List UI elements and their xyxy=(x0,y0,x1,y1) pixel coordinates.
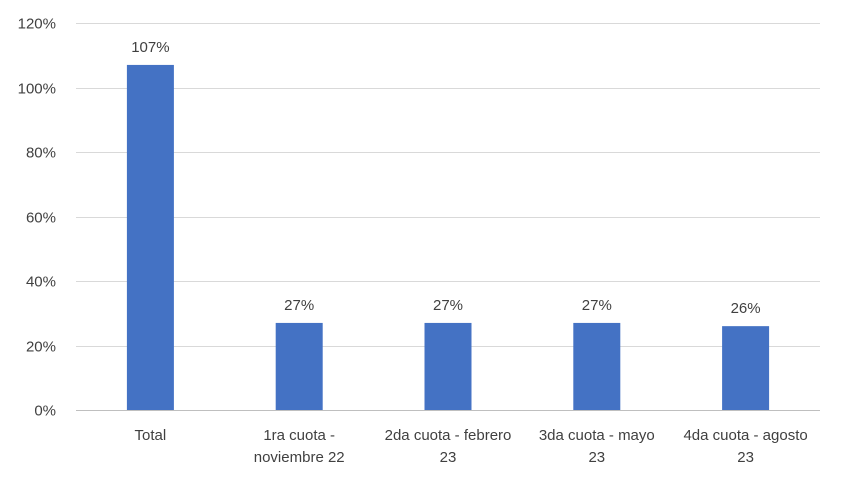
gridlines xyxy=(76,23,820,411)
bar xyxy=(722,326,770,410)
data-label: 27% xyxy=(433,297,463,314)
category-label: 23 xyxy=(440,449,457,466)
category-label: 23 xyxy=(737,449,754,466)
x-axis-category-labels: Total 1ra cuota - noviembre 22 2da cuota - … xyxy=(135,427,808,466)
bar xyxy=(573,322,621,410)
category-label: 4da cuota - agosto xyxy=(683,427,807,444)
y-tick-label: 60% xyxy=(26,210,56,227)
y-tick-label: 80% xyxy=(26,145,56,162)
category-label: 2da cuota - febrero xyxy=(385,427,512,444)
category-label: 3da cuota - mayo xyxy=(539,427,655,444)
data-labels: 107% 27% 27% 27% 26% xyxy=(131,39,760,317)
category-label: 23 xyxy=(588,449,605,466)
bar xyxy=(424,322,472,410)
y-tick-label: 120% xyxy=(18,16,56,33)
y-tick-label: 40% xyxy=(26,274,56,291)
category-label: noviembre 22 xyxy=(254,449,345,466)
data-label: 107% xyxy=(131,39,169,56)
y-tick-label: 100% xyxy=(18,81,56,98)
data-label: 27% xyxy=(582,297,612,314)
y-tick-label: 20% xyxy=(26,339,56,356)
data-label: 26% xyxy=(731,300,761,317)
y-axis-tick-labels: 0% 20% 40% 60% 80% 100% 120% xyxy=(18,16,56,420)
bars xyxy=(126,64,770,411)
y-tick-label: 0% xyxy=(34,403,56,420)
data-label: 27% xyxy=(284,297,314,314)
bar xyxy=(275,322,323,410)
bar xyxy=(126,64,174,411)
category-label: Total xyxy=(135,427,167,444)
category-label: 1ra cuota - xyxy=(263,427,335,444)
